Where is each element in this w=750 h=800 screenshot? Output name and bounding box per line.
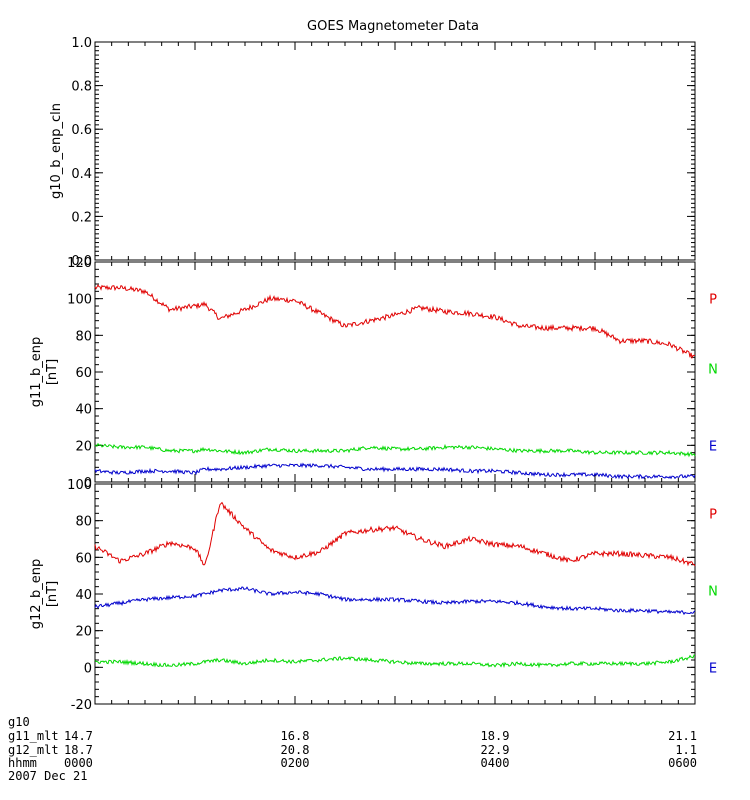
y-tick-label: 120: [67, 256, 92, 271]
panel-1: 0.0 0.2 0.4 0.6 0.8 1.0 g10_b_enp_cln: [49, 36, 696, 269]
y-tick-label: 60: [75, 366, 92, 381]
time-row-value: 16.8: [281, 729, 310, 743]
y-tick-label: 40: [75, 588, 92, 603]
legend-N: N: [708, 362, 718, 377]
y-axis-unit: [nT]: [45, 359, 60, 385]
time-row-value: 22.9: [481, 743, 510, 757]
time-row-value: 21.1: [668, 729, 697, 743]
y-tick-label: -20: [71, 698, 92, 713]
y-tick-label: 1.0: [71, 36, 92, 51]
panel-2: 0 20 40 60 80 100 120 g11_b_enp [nT] P N E: [29, 256, 718, 491]
series-line-P: [94, 284, 695, 360]
y-tick-label: 0.8: [71, 80, 92, 95]
y-axis-label: g11_b_enp: [29, 337, 44, 408]
legend-E: E: [709, 439, 717, 454]
date-label: 2007 Dec 21: [8, 769, 87, 783]
panel-frame: [94, 483, 696, 705]
legend-P: P: [709, 507, 717, 522]
series-line-N: [94, 586, 696, 616]
series-line-E: [94, 462, 696, 480]
y-tick-label: 0.6: [71, 123, 92, 138]
y-tick-label: 0.2: [71, 210, 92, 225]
panel-frame: [94, 41, 696, 261]
time-row-value: 1.1: [675, 743, 697, 757]
y-tick-label: 80: [75, 515, 92, 530]
y-tick-label: 0.0: [71, 254, 92, 269]
y-tick-label: 20: [75, 439, 92, 454]
y-tick-label: 100: [67, 478, 92, 493]
panels: 0.0 0.2 0.4 0.6 0.8 1.0 g10_b_enp_cln 0 20 40 60 80…: [29, 36, 718, 713]
y-tick-label: 20: [75, 625, 92, 640]
time-row-label: g11_mlt: [8, 729, 59, 743]
time-row-label: g12_mlt: [8, 743, 59, 757]
time-row-label: hhmm: [8, 756, 37, 770]
time-row-value: 20.8: [281, 743, 310, 757]
y-tick-label: 80: [75, 329, 92, 344]
series-line-E: [94, 654, 696, 669]
y-tick-label: 0: [84, 661, 92, 676]
y-tick-label: 0.4: [71, 167, 92, 182]
time-row-value: 0000: [64, 756, 93, 770]
panel-frame: [94, 261, 696, 483]
panel-3: -20 0 20 40 60 80 100 g12_b_enp [nT] P N E: [29, 478, 718, 713]
series-line-P: [94, 501, 696, 567]
legend-P: P: [709, 293, 717, 308]
y-axis-unit: [nT]: [45, 581, 60, 607]
y-tick-label: 60: [75, 551, 92, 566]
time-row-value: 0400: [481, 756, 510, 770]
y-axis-label: g10_b_enp_cln: [49, 103, 64, 199]
time-row-label: g10: [8, 715, 30, 729]
y-axis-label: g12_b_enp: [29, 559, 44, 630]
time-row-value: 0200: [281, 756, 310, 770]
series-line-N: [94, 442, 696, 458]
time-row-value: 18.7: [64, 743, 93, 757]
y-tick-label: 40: [75, 403, 92, 418]
y-tick-label: 100: [67, 293, 92, 308]
time-row-value: 14.7: [64, 729, 93, 743]
y-tick-label: 0: [84, 476, 92, 491]
legend-N: N: [708, 584, 718, 599]
time-row-value: 18.9: [481, 729, 510, 743]
legend-E: E: [709, 661, 717, 676]
chart-title: GOES Magnetometer Data: [307, 19, 479, 34]
time-row-value: 0600: [668, 756, 697, 770]
